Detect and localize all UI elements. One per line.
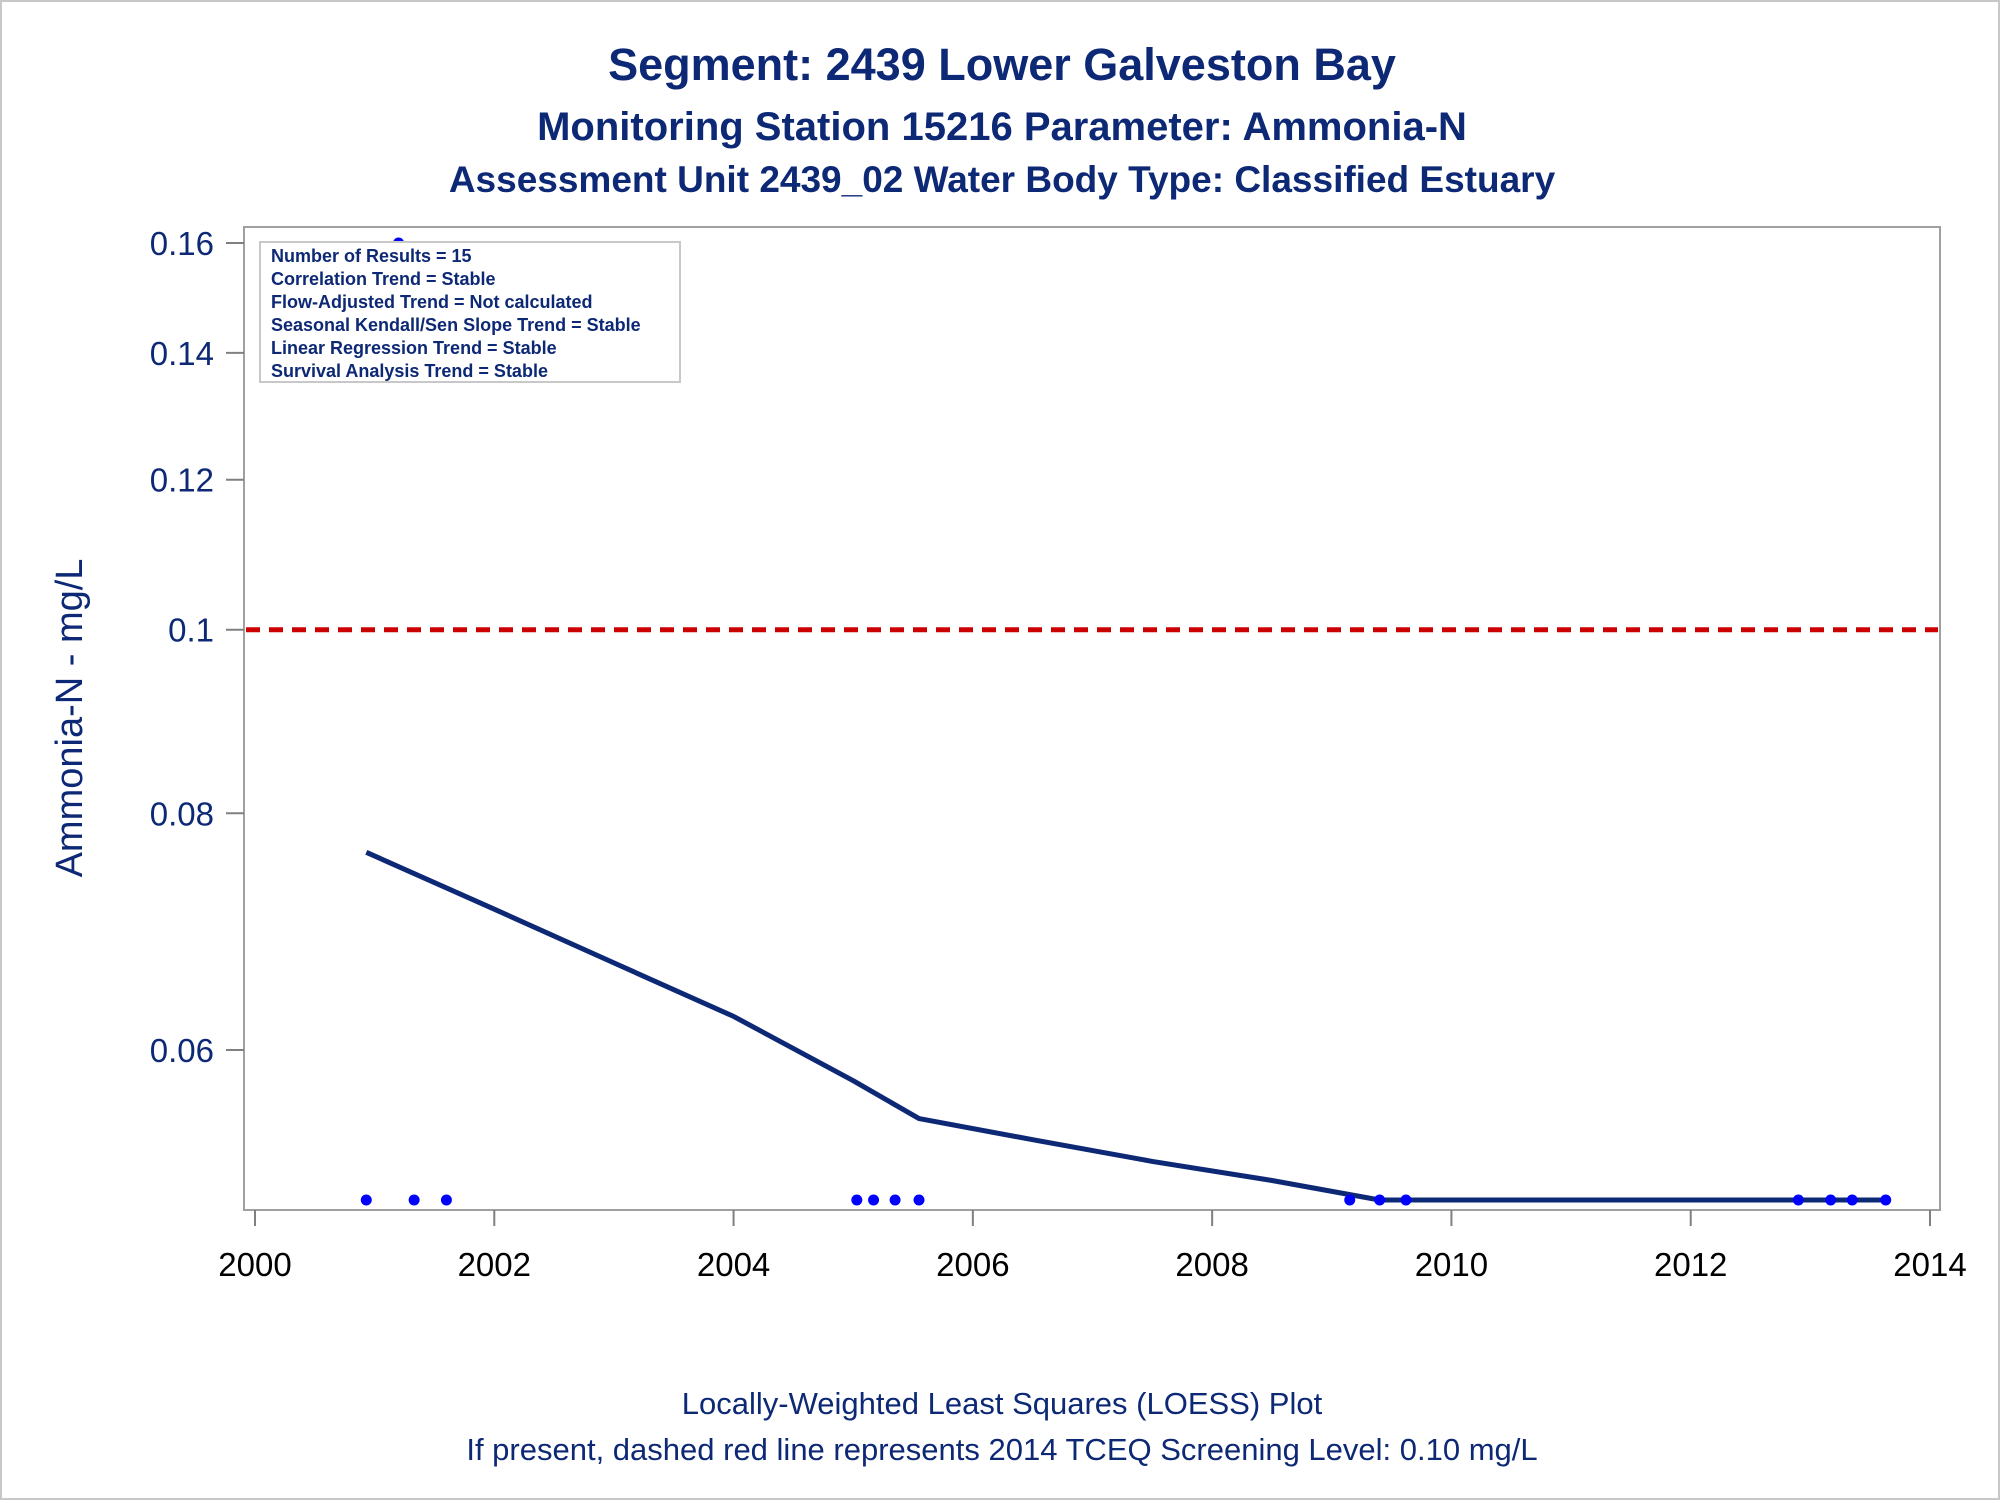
footnote-loess: Locally-Weighted Least Squares (LOESS) P…	[682, 1386, 1323, 1421]
data-point	[1825, 1194, 1837, 1206]
chart-subtitle-2: Assessment Unit 2439_02 Water Body Type:…	[449, 159, 1556, 200]
data-point	[1792, 1194, 1804, 1206]
loess-line	[365, 850, 1886, 1203]
x-tick-label: 2014	[1893, 1246, 1966, 1283]
chart-subtitle: Monitoring Station 15216 Parameter: Ammo…	[537, 105, 1467, 149]
data-point	[1846, 1194, 1858, 1206]
data-point	[913, 1194, 925, 1206]
data-point	[360, 1194, 372, 1206]
y-axis-label: Ammonia-N - mg/L	[49, 559, 91, 878]
x-tick-label: 2004	[697, 1246, 770, 1283]
x-axis: 2000 2002 2004 2006 2008 2010 2012 2014	[218, 1210, 1967, 1283]
stat-number-of-results: Number of Results = 15	[271, 246, 472, 266]
data-point	[889, 1194, 901, 1206]
x-tick-label: 2008	[1175, 1246, 1248, 1283]
y-axis: 0.06 0.08 0.1 0.12 0.14 0.16	[150, 225, 244, 1069]
data-point	[1374, 1194, 1386, 1206]
data-point	[408, 1194, 420, 1206]
stat-seasonal-kendall-trend: Seasonal Kendall/Sen Slope Trend = Stabl…	[271, 315, 641, 335]
y-tick-label: 0.12	[150, 462, 214, 499]
stat-survival-analysis-trend: Survival Analysis Trend = Stable	[271, 361, 548, 381]
x-tick-label: 2002	[458, 1246, 531, 1283]
data-point	[851, 1194, 863, 1206]
y-tick-label: 0.14	[150, 335, 214, 372]
y-tick-label: 0.08	[150, 795, 214, 832]
footnote-screening: If present, dashed red line represents 2…	[466, 1432, 1537, 1467]
stat-linear-regression-trend: Linear Regression Trend = Stable	[271, 338, 557, 358]
x-tick-label: 2010	[1415, 1246, 1488, 1283]
y-tick-label: 0.06	[150, 1032, 214, 1069]
trend-stats-box: Number of Results = 15 Correlation Trend…	[259, 241, 681, 383]
x-tick-label: 2012	[1654, 1246, 1727, 1283]
x-tick-label: 2006	[936, 1246, 1009, 1283]
data-point	[868, 1194, 880, 1206]
data-point	[1400, 1194, 1412, 1206]
data-point	[1880, 1194, 1892, 1206]
y-tick-label: 0.16	[150, 225, 214, 262]
trend-stats-frame	[259, 241, 681, 383]
data-point	[440, 1194, 452, 1206]
stat-flow-adjusted-trend: Flow-Adjusted Trend = Not calculated	[271, 292, 593, 312]
y-tick-label: 0.1	[168, 612, 214, 649]
x-tick-label: 2000	[218, 1246, 291, 1283]
data-points	[360, 237, 1892, 1206]
stat-correlation-trend: Correlation Trend = Stable	[271, 269, 496, 289]
data-point	[1344, 1194, 1356, 1206]
chart-title: Segment: 2439 Lower Galveston Bay	[608, 39, 1396, 90]
plot-area	[243, 226, 1941, 1211]
